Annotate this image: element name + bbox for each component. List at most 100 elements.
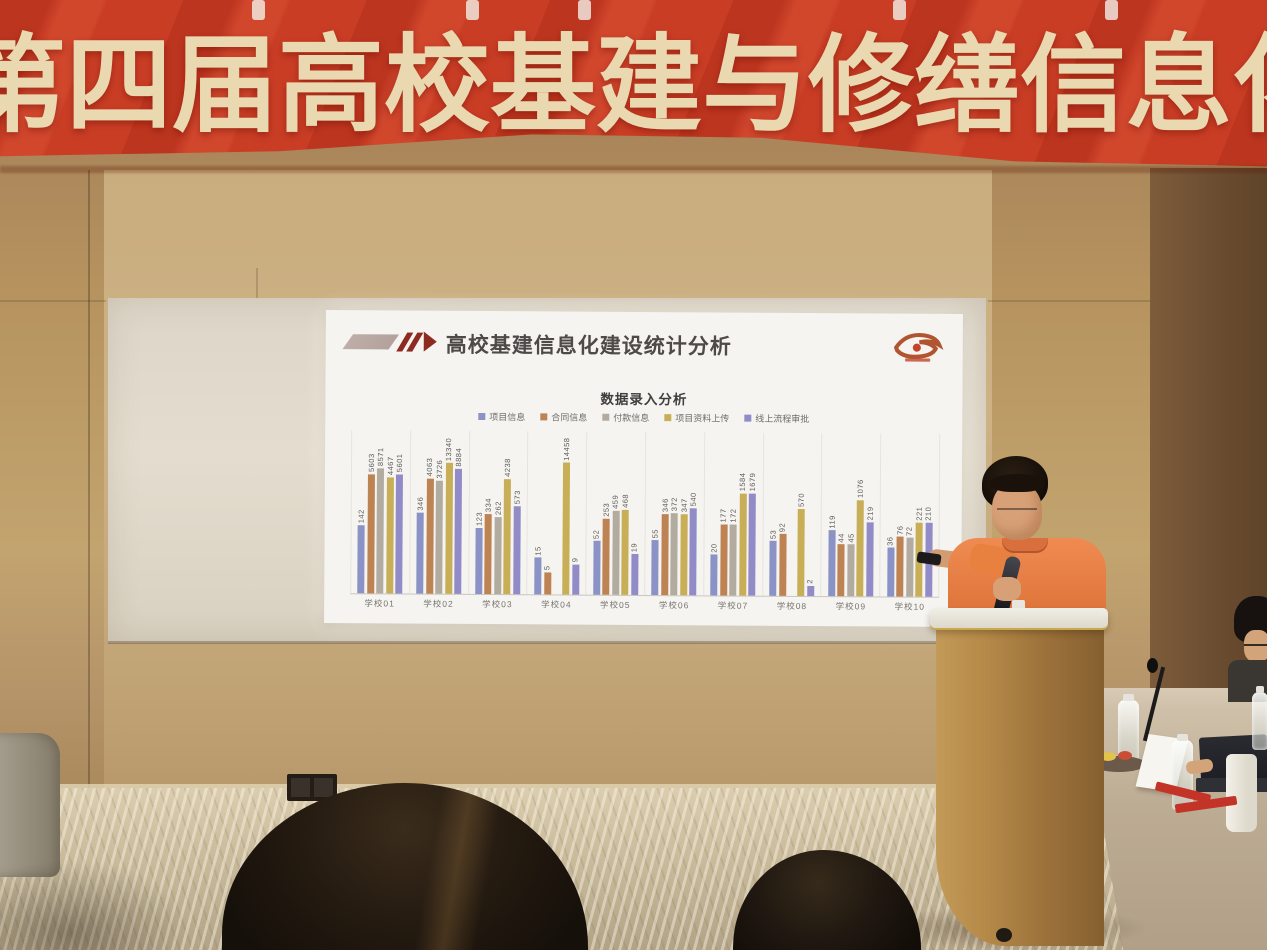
legend-swatch-icon <box>478 412 486 421</box>
bar <box>680 514 688 596</box>
bar-value-label: 119 <box>827 514 837 529</box>
bar-value-label: 1076 <box>855 479 865 499</box>
water-bottle <box>1252 686 1267 750</box>
bar-slot: 4063 <box>425 458 434 594</box>
bar-group: 15 5 14458 9 <box>527 431 588 595</box>
chart-plot: 142 5603 8571 4467 5601 346 4063 3726 13340 8884 1… <box>350 430 941 598</box>
x-axis-label: 学校09 <box>835 601 867 612</box>
bar <box>602 518 610 595</box>
bar-value-label: 3726 <box>434 460 444 479</box>
bar <box>846 544 855 597</box>
bar-value-label: 2 <box>805 579 815 585</box>
bar <box>395 474 404 594</box>
bar-value-label: 8571 <box>376 447 386 467</box>
bar <box>837 544 845 597</box>
x-axis-label: 学校01 <box>364 598 395 609</box>
chart-x-axis-labels: 学校01 学校02 学校03 学校04 学校05 学校06 学校07 学校08 学校09 学校10 <box>350 597 939 613</box>
bar-value-label: 36 <box>885 536 895 546</box>
seated-attendee-face <box>1244 630 1267 662</box>
bar <box>494 517 502 595</box>
bar-value-label: 177 <box>719 508 729 523</box>
presenter-hair-fringe <box>990 474 1044 492</box>
bar-slot: 2 <box>805 579 815 597</box>
bar-slot: 55 <box>651 529 660 596</box>
bar-value-label: 76 <box>895 525 905 535</box>
conference-banner: 第四届高校基建与修缮信息化管理交流会 <box>0 0 1267 167</box>
seated-attendee-glasses <box>1244 644 1267 646</box>
bar-slot: 262 <box>493 501 503 595</box>
banner-tie <box>252 0 265 20</box>
banner-title-text: 第四届高校基建与修缮信息化管理交流会 <box>0 27 1267 145</box>
bar-slot: 15 <box>533 545 543 595</box>
bar-slot: 123 <box>474 512 483 595</box>
bar-slot: 142 <box>356 509 366 594</box>
podium <box>936 614 1104 946</box>
bar <box>719 524 728 596</box>
bar <box>484 514 493 595</box>
legend-label: 线上流程审批 <box>755 413 810 425</box>
thermos-cup <box>1226 754 1257 832</box>
bar <box>534 557 542 595</box>
wall-outlet-box <box>287 774 337 801</box>
bar <box>357 525 366 594</box>
bar <box>738 493 747 596</box>
bar-value-label: 15 <box>533 545 543 556</box>
bar-slot: 540 <box>688 492 698 596</box>
bar <box>806 586 815 597</box>
bar <box>386 477 394 594</box>
legend-item: 付款信息 <box>602 411 649 424</box>
bar-value-label: 13340 <box>444 437 454 461</box>
bar <box>905 537 914 597</box>
bar-group: 142 5603 8571 4467 5601 <box>350 430 412 594</box>
legend-swatch-icon <box>744 414 752 422</box>
bar-slot: 573 <box>513 490 522 595</box>
table-microphone-head <box>1147 658 1158 673</box>
bar-slot: 20 <box>709 543 718 596</box>
x-axis-label: 学校08 <box>776 600 808 612</box>
bar <box>778 533 787 596</box>
bar-slot: 52 <box>591 529 601 595</box>
bar <box>562 462 571 595</box>
bar-value-label: 52 <box>591 529 601 539</box>
legend-label: 合同信息 <box>551 412 588 423</box>
bar-value-label: 540 <box>688 492 698 507</box>
bar <box>710 554 718 596</box>
presenter-glasses <box>997 508 1037 513</box>
legend-label: 项目资料上传 <box>675 413 730 424</box>
bar-value-label: 1679 <box>747 472 757 492</box>
water-bottle <box>1118 694 1139 766</box>
bar-value-label: 5601 <box>395 453 405 473</box>
snack-food <box>1100 752 1116 761</box>
bar-group: 119 44 45 1076 219 <box>821 433 882 597</box>
bar <box>630 553 639 595</box>
podium-wheel <box>996 928 1012 942</box>
bar-slot: 219 <box>865 506 874 597</box>
bar-value-label: 14458 <box>561 437 571 461</box>
bar <box>611 510 620 595</box>
bar-slot: 1076 <box>855 479 865 597</box>
bar-value-label: 221 <box>914 506 924 521</box>
bar-value-label: 19 <box>629 542 639 552</box>
bar-slot: 76 <box>895 525 905 597</box>
bar-group: 36 76 72 221 210 <box>880 433 941 597</box>
bar <box>592 540 601 595</box>
bar-slot: 72 <box>905 526 914 597</box>
presentation-slide: 高校基建信息化建设统计分析 数据录入分析 项目信息 合同信息 付款信息 项目资料上传 线… <box>324 310 963 627</box>
x-axis-label: 学校05 <box>599 599 631 610</box>
bar <box>748 493 757 596</box>
bar-value-label: 346 <box>415 496 425 511</box>
bar-value-label: 92 <box>778 522 788 532</box>
bar-value-label: 4467 <box>385 456 395 476</box>
bar <box>435 480 444 594</box>
bar-value-label: 5 <box>542 565 552 571</box>
bar-value-label: 262 <box>493 501 503 516</box>
bar-slot: 177 <box>719 508 729 596</box>
chart-title: 数据录入分析 <box>600 391 688 408</box>
x-axis-label: 学校06 <box>658 600 690 611</box>
bar-value-label: 142 <box>356 509 366 524</box>
bar <box>769 540 777 596</box>
bar <box>444 462 453 594</box>
legend-item: 项目资料上传 <box>664 411 729 424</box>
bar <box>513 506 521 595</box>
bar-slot: 4238 <box>503 458 512 595</box>
